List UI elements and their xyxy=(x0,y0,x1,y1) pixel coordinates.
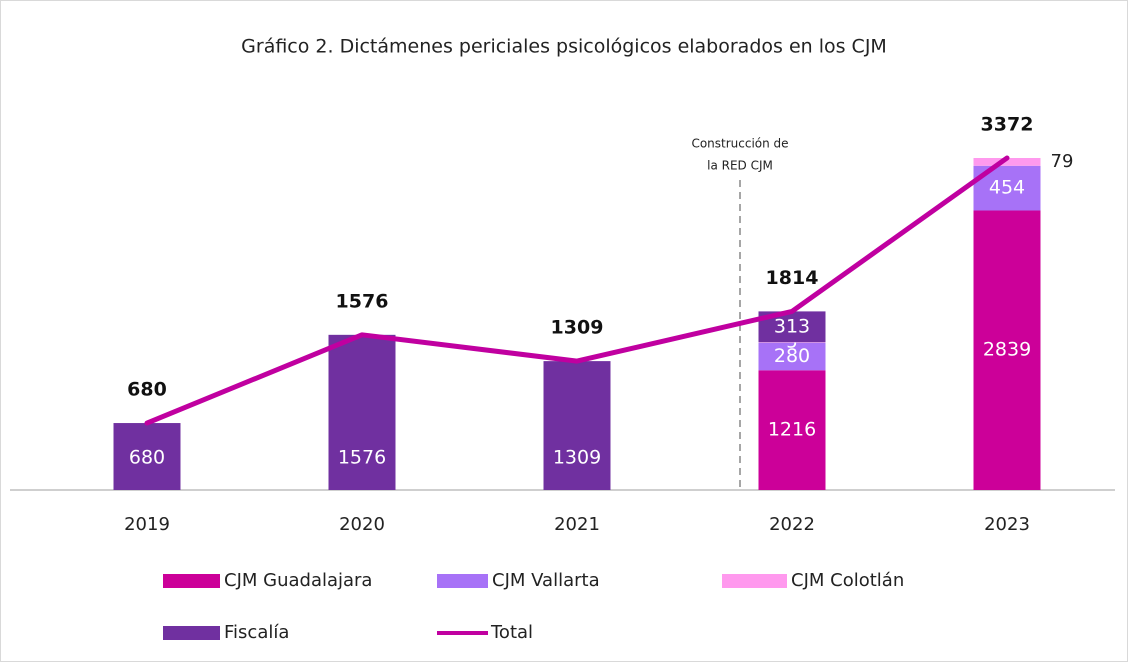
total-label: 1576 xyxy=(336,290,389,312)
legend-label: Fiscalía xyxy=(224,622,289,643)
legend-label: CJM Colotlán xyxy=(791,570,904,591)
data-label: 454 xyxy=(989,177,1025,199)
data-label: 1576 xyxy=(338,447,386,469)
x-tick-label: 2019 xyxy=(124,514,170,535)
legend-swatch xyxy=(437,574,488,588)
data-label: 1216 xyxy=(768,419,816,441)
data-label: 313 xyxy=(774,315,810,337)
chart-title: Gráfico 2. Dictámenes periciales psicoló… xyxy=(241,36,887,58)
bar-segment xyxy=(544,361,611,490)
x-tick-label: 2022 xyxy=(769,514,815,535)
legend-swatch xyxy=(722,574,787,588)
legend-label: CJM Guadalajara xyxy=(224,570,372,591)
x-tick-label: 2020 xyxy=(339,514,385,535)
x-tick-label: 2023 xyxy=(984,514,1030,535)
data-label: 680 xyxy=(129,447,165,469)
total-label: 3372 xyxy=(981,114,1034,136)
data-label: 79 xyxy=(1051,151,1074,172)
legend-label: CJM Vallarta xyxy=(492,570,600,591)
x-tick-label: 2021 xyxy=(554,514,600,535)
total-label: 680 xyxy=(127,379,167,401)
annotation: Construcción de xyxy=(691,137,788,151)
annotation: la RED CJM xyxy=(707,159,773,173)
total-label: 1309 xyxy=(551,317,604,339)
legend-label: Total xyxy=(490,622,533,643)
legend-swatch xyxy=(163,626,220,640)
data-label: 2839 xyxy=(983,339,1031,361)
data-label: 1309 xyxy=(553,447,601,469)
legend-swatch xyxy=(163,574,220,588)
total-label: 1814 xyxy=(766,267,819,289)
